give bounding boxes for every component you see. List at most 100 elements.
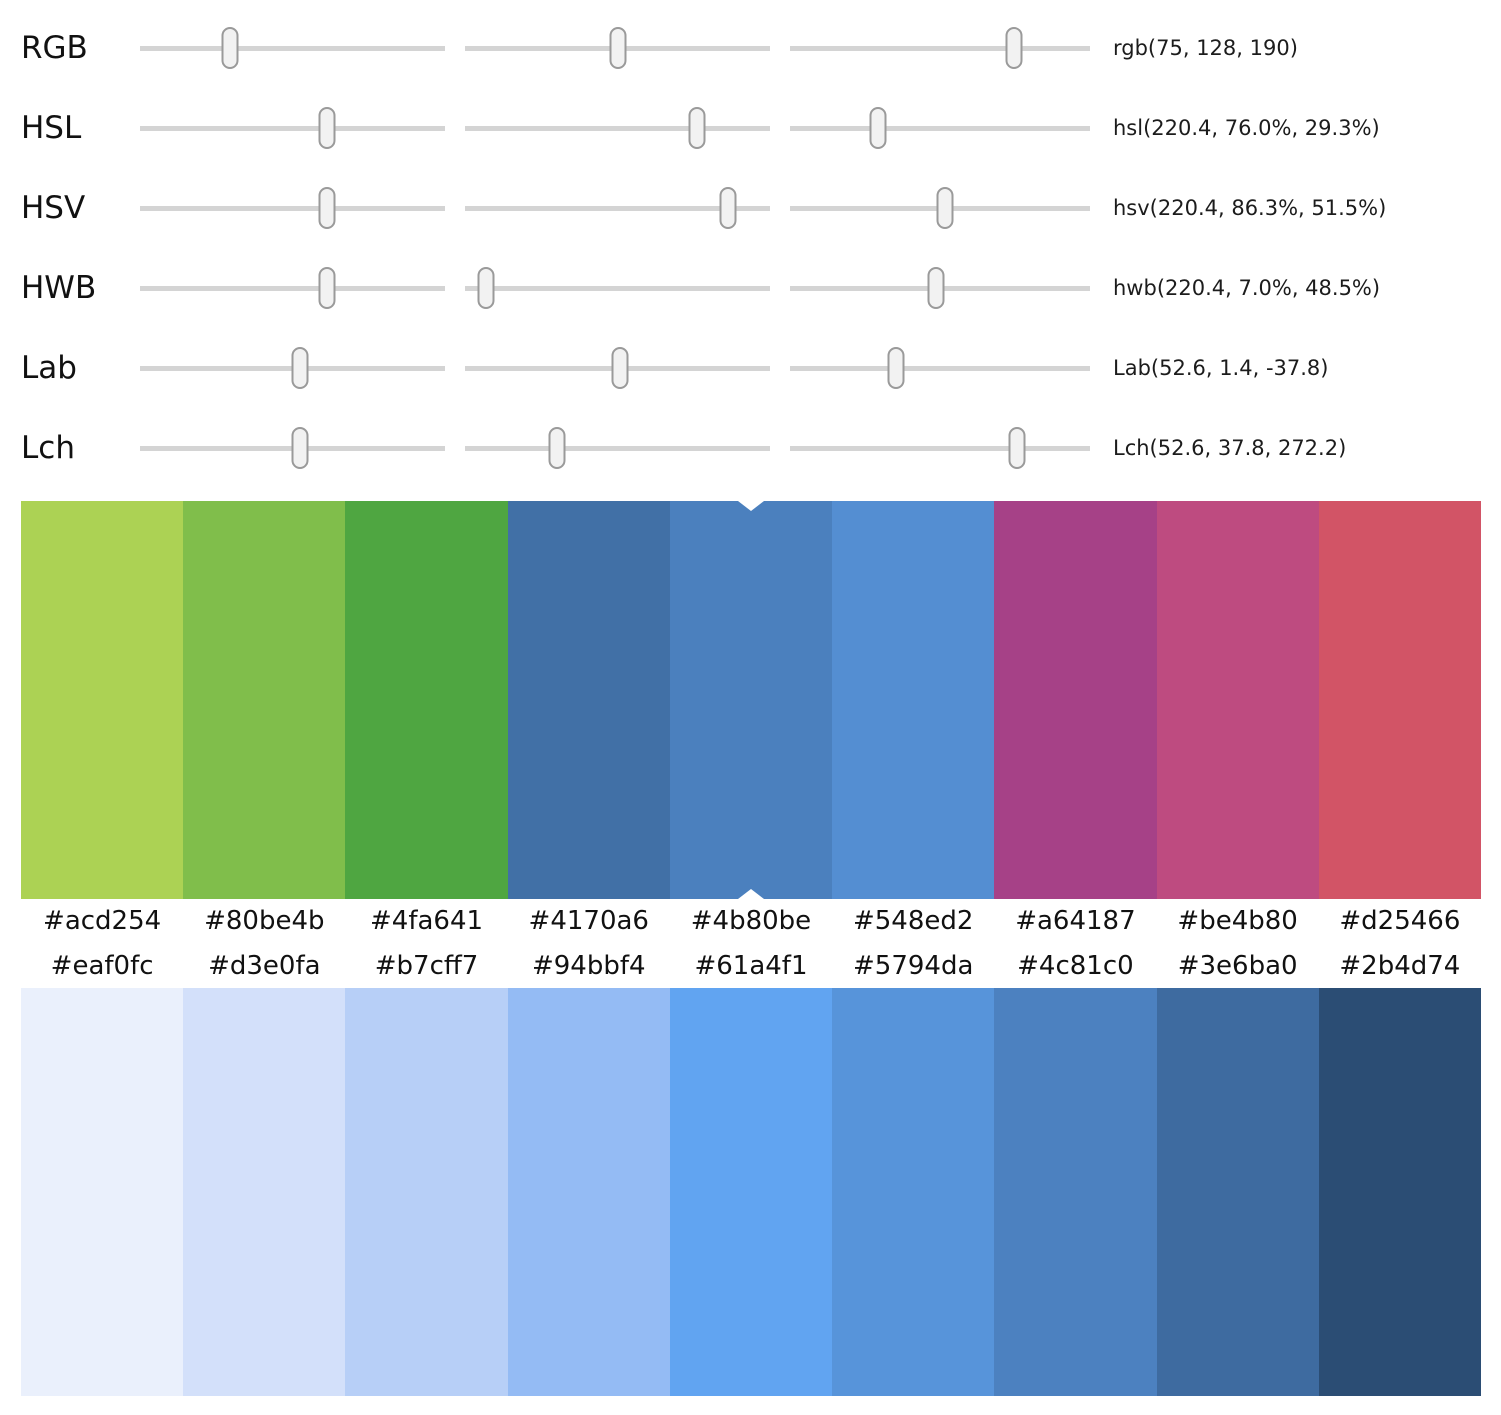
slider-track[interactable] — [465, 266, 770, 310]
slider-track-line — [465, 445, 770, 451]
palette-swatch-d3e0fa[interactable] — [183, 988, 346, 1396]
palette-swatch-94bbf4[interactable] — [507, 988, 670, 1396]
slider-thumb[interactable] — [869, 107, 887, 149]
palette-swatch-80be4b[interactable] — [183, 501, 346, 899]
slider-track[interactable] — [465, 346, 770, 390]
slider-track-line — [465, 125, 770, 131]
palette-swatch-d25466[interactable] — [1318, 501, 1481, 899]
lightness-palette — [21, 988, 1481, 1396]
palette-swatch-be4b80[interactable] — [1156, 501, 1319, 899]
slider-thumb[interactable] — [291, 347, 309, 389]
color-value-text: hsv(220.4, 86.3%, 51.5%) — [1113, 196, 1387, 220]
hex-code-label: #4c81c0 — [1017, 950, 1134, 981]
palette-swatch-4170a6[interactable] — [507, 501, 670, 899]
color-value-text: Lab(52.6, 1.4, -37.8) — [1113, 356, 1329, 380]
hex-code-label: #548ed2 — [852, 906, 974, 936]
slider-track[interactable] — [465, 106, 770, 150]
slider-track-line — [140, 125, 445, 131]
slider-thumb[interactable] — [936, 187, 953, 229]
slider-track[interactable] — [790, 106, 1090, 150]
harmony-palette — [21, 501, 1481, 899]
slider-thumb[interactable] — [318, 267, 336, 309]
slider-track-line — [140, 45, 445, 51]
hex-code-label: #61a4f1 — [694, 950, 808, 981]
slider-row-rgb: RGB rgb(75, 128, 190) — [0, 8, 1501, 88]
slider-row-label: HSV — [21, 190, 86, 226]
hex-code-label: #4fa641 — [370, 906, 484, 936]
slider-track-line — [140, 285, 445, 291]
color-value-text: rgb(75, 128, 190) — [1113, 36, 1298, 60]
palette-swatch-b7cff7[interactable] — [345, 988, 508, 1396]
slider-track-line — [790, 365, 1090, 371]
hex-code-label: #4170a6 — [528, 906, 649, 936]
palette-swatch-4b80be[interactable] — [669, 501, 833, 899]
slider-track-line — [790, 125, 1090, 131]
slider-thumb[interactable] — [291, 427, 309, 469]
slider-thumb[interactable] — [688, 107, 706, 149]
slider-row-lab: Lab Lab(52.6, 1.4, -37.8) — [0, 328, 1501, 408]
color-sliders-panel: RGB rgb(75, 128, 190) HSL hsl(220.4, — [0, 0, 1501, 488]
palette-swatch-eaf0fc[interactable] — [21, 988, 184, 1396]
slider-thumb[interactable] — [609, 27, 627, 69]
slider-track[interactable] — [140, 186, 445, 230]
slider-row-hwb: HWB hwb(220.4, 7.0%, 48.5%) — [0, 248, 1501, 328]
slider-track[interactable] — [465, 26, 770, 70]
selected-color-marker-top — [738, 501, 764, 511]
slider-row-hsl: HSL hsl(220.4, 76.0%, 29.3%) — [0, 88, 1501, 168]
palette-swatch-3e6ba0[interactable] — [1156, 988, 1319, 1396]
slider-track[interactable] — [465, 426, 770, 470]
slider-track[interactable] — [140, 266, 445, 310]
slider-row-hsv: HSV hsv(220.4, 86.3%, 51.5%) — [0, 168, 1501, 248]
selected-color-marker-bottom — [738, 889, 764, 899]
slider-row-label: Lch — [21, 430, 75, 466]
slider-thumb[interactable] — [611, 347, 629, 389]
slider-track[interactable] — [140, 26, 445, 70]
harmony-hex-row: #acd254 #80be4b #4fa641 #4170a6 #4b80be #548e… — [21, 899, 1481, 943]
slider-track[interactable] — [790, 346, 1090, 390]
slider-thumb[interactable] — [477, 267, 495, 309]
slider-track-line — [140, 205, 445, 211]
slider-track[interactable] — [790, 186, 1090, 230]
hex-code-label: #80be4b — [204, 906, 325, 936]
slider-row-label: HWB — [21, 270, 97, 306]
palette-swatch-548ed2[interactable] — [832, 501, 995, 899]
slider-thumb[interactable] — [1008, 427, 1026, 469]
slider-row-label: HSL — [21, 110, 82, 146]
slider-thumb[interactable] — [221, 27, 239, 69]
slider-track-line — [465, 285, 770, 291]
hex-code-label: #b7cff7 — [374, 950, 479, 981]
palette-swatch-61a4f1[interactable] — [669, 988, 833, 1396]
slider-track[interactable] — [790, 266, 1090, 310]
slider-thumb[interactable] — [1005, 27, 1022, 69]
color-value-text: Lch(52.6, 37.8, 272.2) — [1113, 436, 1347, 460]
slider-thumb[interactable] — [927, 267, 944, 309]
palette-swatch-5794da[interactable] — [832, 988, 995, 1396]
slider-track[interactable] — [140, 426, 445, 470]
slider-track[interactable] — [790, 26, 1090, 70]
slider-track[interactable] — [465, 186, 770, 230]
hex-code-label: #be4b80 — [1177, 906, 1298, 936]
slider-row-label: Lab — [21, 350, 77, 386]
slider-row-label: RGB — [21, 30, 88, 66]
slider-track[interactable] — [790, 426, 1090, 470]
slider-track[interactable] — [140, 106, 445, 150]
hex-code-label: #eaf0fc — [50, 950, 154, 981]
lightness-hex-row: #eaf0fc #d3e0fa #b7cff7 #94bbf4 #61a4f1 #5794… — [21, 943, 1481, 988]
slider-track-line — [790, 445, 1090, 451]
palette-swatch-4fa641[interactable] — [345, 501, 508, 899]
slider-thumb[interactable] — [887, 347, 905, 389]
palette-swatch-a64187[interactable] — [994, 501, 1157, 899]
color-value-text: hwb(220.4, 7.0%, 48.5%) — [1113, 276, 1381, 300]
hex-code-label: #a64187 — [1015, 906, 1136, 936]
hex-code-label: #94bbf4 — [531, 950, 646, 981]
slider-thumb[interactable] — [719, 187, 737, 229]
slider-thumb[interactable] — [548, 427, 566, 469]
slider-track[interactable] — [140, 346, 445, 390]
hex-code-label: #4b80be — [690, 906, 812, 936]
palette-swatch-2b4d74[interactable] — [1318, 988, 1481, 1396]
slider-thumb[interactable] — [318, 107, 336, 149]
palette-swatch-acd254[interactable] — [21, 501, 184, 899]
palettes-section: #acd254 #80be4b #4fa641 #4170a6 #4b80be #548e… — [21, 501, 1481, 1396]
slider-thumb[interactable] — [318, 187, 336, 229]
palette-swatch-4c81c0[interactable] — [994, 988, 1157, 1396]
